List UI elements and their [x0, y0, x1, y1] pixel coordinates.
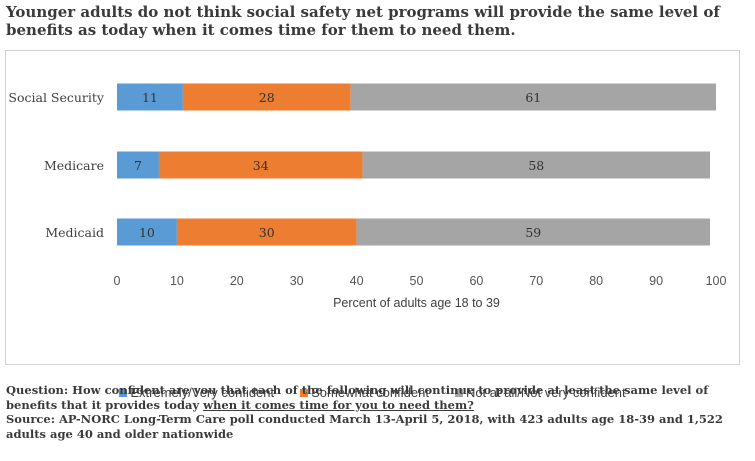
legend-label: Extremely/Very confident	[130, 385, 275, 400]
bar-segment	[350, 83, 716, 111]
source-note: Source: AP-NORC Long-Term Care poll cond…	[6, 412, 723, 441]
data-label: 11	[142, 90, 158, 105]
legend-swatch	[119, 388, 128, 397]
bar-segment	[117, 83, 183, 111]
bar-segment	[117, 218, 177, 246]
data-label: 30	[259, 225, 275, 240]
question-note: Question: How confident are you that eac…	[6, 383, 751, 412]
data-label: 34	[253, 158, 269, 173]
bar-segment	[117, 151, 159, 179]
question-text: Question: How confident are you that eac…	[6, 383, 709, 412]
x-axis-label: Percent of adults age 18 to 39	[333, 296, 500, 310]
legend-item: Somewhat confident	[300, 385, 429, 400]
legend-label: Not at all/Not very confident	[465, 385, 626, 400]
bar-chart: Social Security Medicare Medicaid 11 28 61 7 34…	[8, 83, 727, 310]
chart-area: Social Security Medicare Medicaid 11 28 61 7 34…	[5, 50, 740, 400]
category-label: Medicaid	[45, 225, 104, 240]
data-label: 59	[525, 225, 541, 240]
x-tick-label: 80	[589, 274, 603, 288]
data-label: 61	[525, 90, 541, 105]
notes: Question: How confident are you that eac…	[6, 383, 751, 441]
legend-label: Somewhat confident	[311, 385, 429, 400]
data-label: 58	[528, 158, 544, 173]
x-tick-label: 90	[649, 274, 663, 288]
chart-title: Younger adults do not think social safet…	[6, 3, 720, 39]
bar-segment	[176, 218, 357, 246]
bar-segment	[158, 151, 363, 179]
category-label: Social Security	[8, 90, 105, 105]
x-tick-label: 30	[290, 274, 304, 288]
bar-segment	[356, 218, 711, 246]
question-underlined-text: when it comes time for you to need them?	[203, 397, 474, 412]
data-label: 28	[259, 90, 275, 105]
legend-swatch	[454, 388, 463, 397]
data-label: 7	[134, 158, 142, 173]
legend-item: Not at all/Not very confident	[454, 385, 626, 400]
data-label: 10	[139, 225, 155, 240]
x-tick-label: 20	[230, 274, 244, 288]
x-tick-label: 100	[706, 274, 727, 288]
legend-item: Extremely/Very confident	[119, 385, 274, 400]
legend-swatch	[300, 388, 309, 397]
bar-segment	[362, 151, 711, 179]
category-label: Medicare	[44, 158, 104, 173]
x-tick-label: 40	[350, 274, 364, 288]
x-tick-label: 0	[114, 274, 121, 288]
x-tick-label: 50	[410, 274, 424, 288]
bar-segment	[182, 83, 351, 111]
x-tick-label: 70	[529, 274, 543, 288]
x-tick-label: 60	[469, 274, 483, 288]
x-tick-label: 10	[170, 274, 184, 288]
legend: Extremely/Very confident Somewhat confide…	[6, 385, 739, 400]
